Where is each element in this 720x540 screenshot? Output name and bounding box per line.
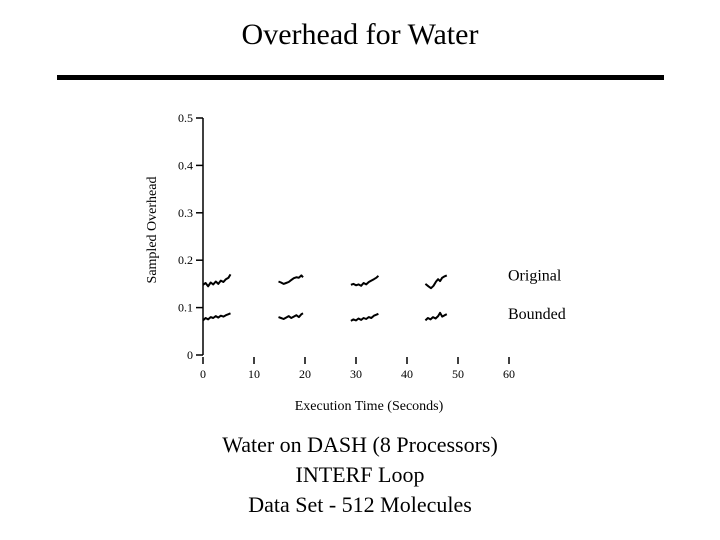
y-tick-label: 0.1: [178, 301, 193, 315]
x-tick-label: 50: [452, 367, 464, 381]
x-tick-label: 40: [401, 367, 413, 381]
series-bounded-segment: [350, 312, 379, 322]
legend-label-original: Original: [508, 267, 562, 284]
x-tick-label: 0: [200, 367, 206, 381]
x-axis-title: Execution Time (Seconds): [295, 399, 444, 414]
series-original-segment: [202, 273, 232, 288]
caption-line-1: Water on DASH (8 Processors): [222, 432, 498, 457]
y-tick-label: 0.2: [178, 253, 193, 267]
slide-title: Overhead for Water: [241, 18, 479, 51]
x-tick-label: 10: [248, 367, 260, 381]
caption-line-2: INTERF Loop: [295, 462, 425, 487]
x-tick-label: 30: [350, 367, 362, 381]
y-axis-title: Sampled Overhead: [145, 177, 160, 284]
series-original-segment: [350, 275, 380, 287]
series-bounded-segment: [278, 312, 304, 320]
series-original-segment: [424, 274, 448, 290]
x-tick-label: 20: [299, 367, 311, 381]
series-original-segment: [278, 274, 304, 285]
series-bounded-segment: [424, 311, 448, 322]
y-tick-label: 0: [187, 348, 193, 362]
y-tick-label: 0.5: [178, 111, 193, 125]
x-tick-label: 60: [503, 367, 515, 381]
title-divider: [57, 75, 664, 80]
legend-label-bounded: Bounded: [508, 306, 566, 323]
y-tick-label: 0.3: [178, 206, 193, 220]
series-bounded-segment: [202, 312, 231, 322]
y-tick-label: 0.4: [178, 158, 193, 172]
caption-line-3: Data Set - 512 Molecules: [248, 492, 472, 517]
